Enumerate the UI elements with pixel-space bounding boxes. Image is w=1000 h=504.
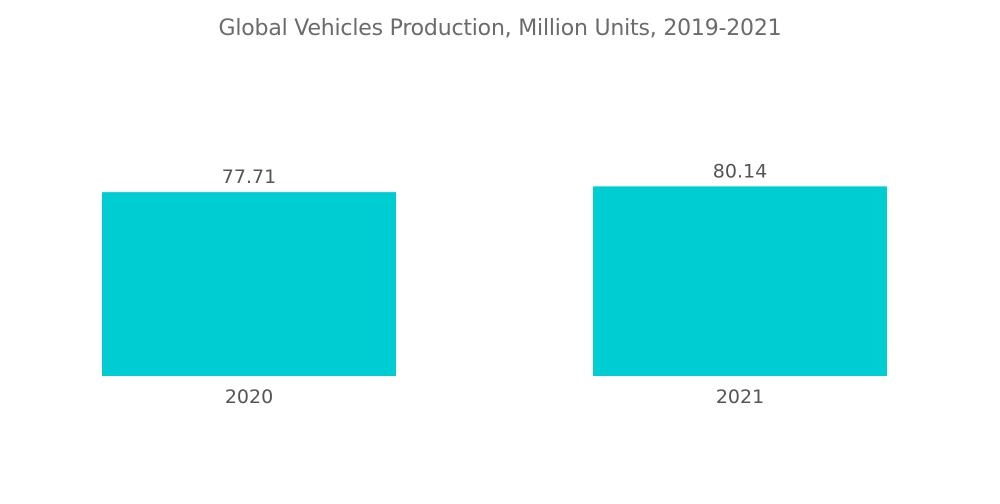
x-tick-label-2021: 2021 <box>716 386 764 408</box>
data-label-2020: 77.71 <box>222 166 276 188</box>
tick-labels-group: 2020 2021 <box>225 386 764 408</box>
chart-title: Global Vehicles Production, Million Unit… <box>218 16 782 41</box>
x-tick-label-2020: 2020 <box>225 386 273 408</box>
bar-2020 <box>102 192 396 376</box>
value-labels-group: 77.71 80.14 <box>222 160 767 188</box>
bars-group <box>102 186 887 376</box>
data-label-2021: 80.14 <box>713 160 767 182</box>
bar-2021 <box>593 186 887 376</box>
